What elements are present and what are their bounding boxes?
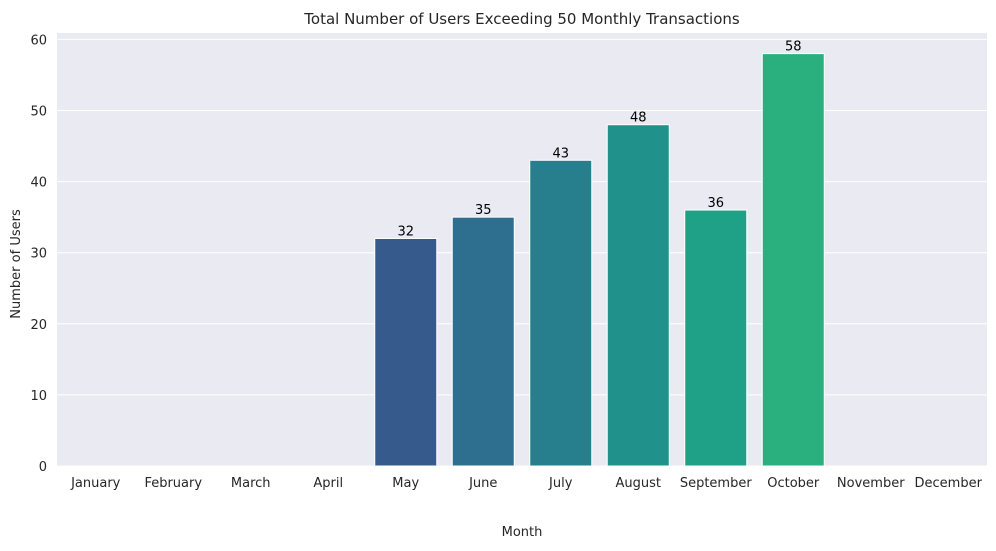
data-labels: 32 35 43 48 36 58: [397, 40, 801, 240]
x-tick-label-march: March: [231, 476, 271, 491]
bar-august: [606, 124, 670, 467]
x-tick-label-february: February: [144, 476, 202, 491]
bar-july: [529, 159, 593, 467]
x-tick-label-january: January: [70, 476, 121, 491]
y-tick-label: 0: [39, 460, 47, 475]
x-axis-label: Month: [502, 525, 543, 540]
x-tick-label-june: June: [468, 476, 497, 491]
data-label-june: 35: [475, 203, 492, 218]
y-axis-ticks: 0 10 20 30 40 50 60: [30, 33, 47, 475]
bar-october: [761, 53, 825, 467]
x-tick-label-september: September: [680, 476, 753, 491]
x-tick-label-december: December: [915, 476, 983, 491]
y-tick-label: 50: [30, 104, 47, 119]
x-tick-label-october: October: [767, 476, 820, 491]
data-label-october: 58: [785, 40, 802, 55]
x-tick-label-may: May: [392, 476, 419, 491]
data-label-september: 36: [707, 196, 724, 211]
data-label-august: 48: [630, 111, 647, 126]
bar-june: [451, 216, 515, 467]
bars: [374, 53, 825, 467]
bar-september: [684, 209, 748, 467]
y-tick-label: 10: [30, 389, 47, 404]
plot-area: [57, 33, 987, 466]
y-tick-label: 40: [30, 176, 47, 191]
y-axis-label: Number of Users: [9, 209, 24, 319]
x-tick-label-august: August: [616, 476, 662, 491]
x-tick-label-july: July: [548, 476, 573, 491]
x-tick-label-april: April: [313, 476, 343, 491]
y-tick-label: 30: [30, 247, 47, 262]
bar-may: [374, 237, 438, 467]
data-label-july: 43: [552, 146, 569, 161]
y-tick-label: 60: [30, 33, 47, 48]
x-tick-label-november: November: [837, 476, 905, 491]
x-axis-ticks: January February March April May June July Augu…: [70, 476, 983, 491]
chart-title: Total Number of Users Exceeding 50 Month…: [303, 10, 740, 28]
gridlines: [57, 38, 987, 467]
data-label-may: 32: [397, 224, 414, 239]
y-tick-label: 20: [30, 318, 47, 333]
